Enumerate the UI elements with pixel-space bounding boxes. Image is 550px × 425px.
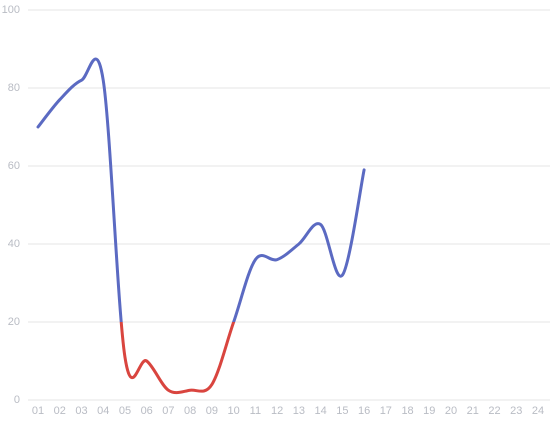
- y-tick-label: 20: [8, 316, 20, 328]
- x-tick-label: 05: [119, 405, 131, 417]
- x-tick-label: 15: [336, 405, 348, 417]
- x-tick-label: 24: [532, 405, 544, 417]
- x-tick-label: 04: [97, 405, 109, 417]
- y-tick-label: 40: [8, 238, 20, 250]
- y-tick-label: 60: [8, 160, 20, 172]
- x-tick-label: 03: [75, 405, 87, 417]
- x-tick-label: 12: [271, 405, 283, 417]
- y-tick-label: 100: [2, 4, 20, 16]
- x-tick-label: 08: [184, 405, 196, 417]
- x-tick-label: 06: [141, 405, 153, 417]
- x-tick-label: 20: [445, 405, 457, 417]
- x-tick-label: 22: [488, 405, 500, 417]
- y-tick-label: 0: [14, 394, 20, 406]
- y-tick-label: 80: [8, 82, 20, 94]
- x-tick-label: 02: [54, 405, 66, 417]
- x-tick-label: 11: [250, 405, 261, 417]
- x-tick-label: 23: [510, 405, 522, 417]
- x-tick-label: 17: [380, 405, 392, 417]
- x-tick-label: 19: [423, 405, 435, 417]
- x-tick-label: 21: [467, 405, 479, 417]
- x-tick-label: 01: [32, 405, 44, 417]
- x-tick-label: 18: [401, 405, 413, 417]
- x-tick-label: 10: [228, 405, 240, 417]
- x-tick-label: 07: [162, 405, 174, 417]
- line: [36, 57, 366, 395]
- x-tick-label: 14: [314, 405, 326, 417]
- x-tick-label: 09: [206, 405, 218, 417]
- x-tick-label: 16: [358, 405, 370, 417]
- x-tick-label: 13: [293, 405, 305, 417]
